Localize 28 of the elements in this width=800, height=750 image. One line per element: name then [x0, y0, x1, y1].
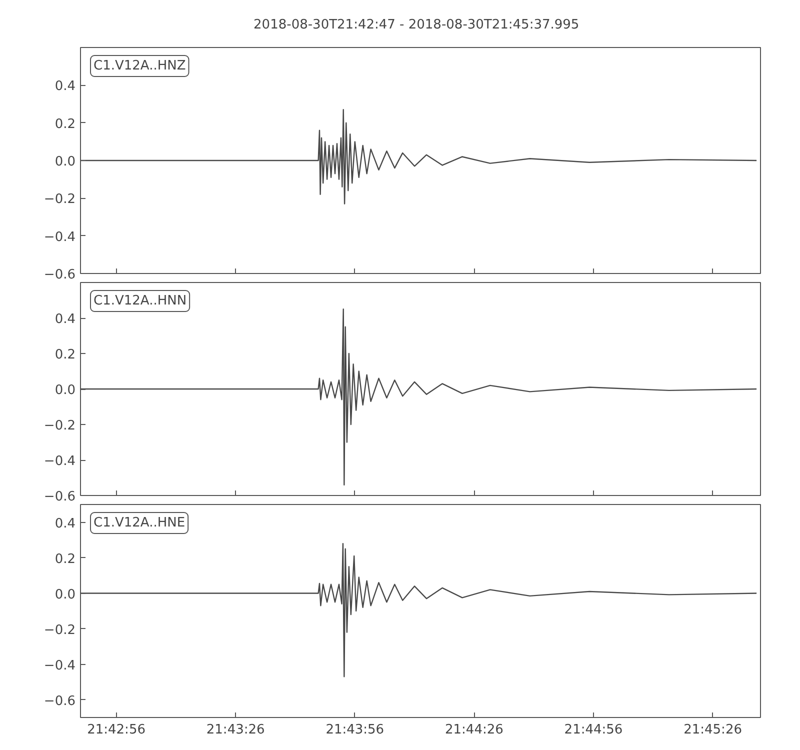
annotation: C1.V12A..HNN [94, 294, 187, 308]
annotation: C1.V12A..HNZ [94, 58, 186, 74]
y-tick-label: 0.0 [54, 383, 76, 398]
y-tick-label: 0.4 [54, 79, 76, 94]
x-tick-label: 21:44:56 [564, 722, 623, 738]
y-tick-label: −0.2 [44, 418, 76, 434]
x-tick-label: 21:45:26 [684, 722, 742, 738]
x-tick-label: 21:43:26 [206, 722, 265, 738]
y-tick-label: −0.6 [44, 268, 76, 282]
y-tick-label: −0.4 [44, 658, 76, 674]
y-tick-label: 0.2 [54, 116, 76, 132]
x-tick-label: 21:42:56 [87, 722, 146, 738]
y-tick-label: −0.2 [44, 192, 76, 208]
chart-title: 2018-08-30T21:42:47 - 2018-08-30T21:45:37.995 [254, 18, 580, 32]
y-tick-label: 0.0 [54, 587, 76, 602]
y-tick-label: 0.4 [54, 312, 76, 327]
y-tick-label: −0.4 [44, 454, 76, 469]
y-tick-label: 0.0 [54, 154, 76, 170]
y-tick-label: 0.4 [54, 516, 76, 532]
x-tick-label: 21:44:26 [445, 722, 504, 738]
y-tick-label: 0.2 [54, 552, 76, 567]
annotation: C1.V12A..HNE [94, 516, 186, 530]
y-tick-label: −0.6 [44, 490, 76, 504]
y-tick-label: −0.4 [44, 230, 76, 245]
x-tick-label: 21:43:56 [326, 722, 384, 738]
y-tick-label: −0.2 [44, 622, 76, 638]
y-tick-label: 0.2 [54, 348, 76, 362]
y-tick-label: −0.6 [44, 694, 76, 709]
